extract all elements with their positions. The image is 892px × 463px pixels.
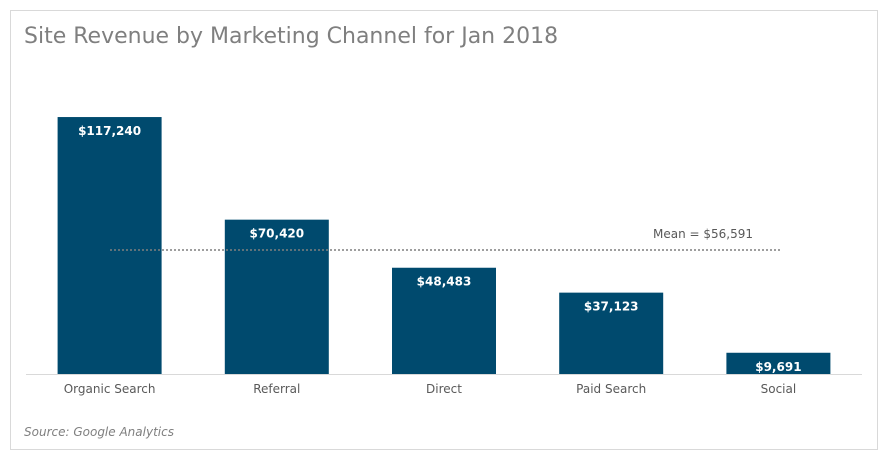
data-label: $37,123 [584, 300, 639, 314]
bar-organic-search [57, 117, 162, 374]
category-label: Referral [253, 382, 300, 396]
chart-source: Source: Google Analytics [24, 425, 174, 439]
data-label: $70,420 [249, 227, 304, 241]
data-label: $48,483 [417, 275, 472, 289]
bar-social [726, 352, 831, 374]
category-label: Organic Search [64, 382, 156, 396]
bar-paid-search [559, 292, 664, 374]
category-label: Social [761, 382, 797, 396]
data-label: $117,240 [78, 124, 141, 138]
bar-direct [392, 267, 496, 374]
mean-label: Mean = $56,591 [653, 227, 753, 241]
category-label: Direct [426, 382, 462, 396]
data-label: $9,691 [755, 360, 801, 374]
chart-title: Site Revenue by Marketing Channel for Ja… [24, 24, 559, 49]
bar-referral [224, 219, 329, 374]
category-label: Paid Search [576, 382, 646, 396]
